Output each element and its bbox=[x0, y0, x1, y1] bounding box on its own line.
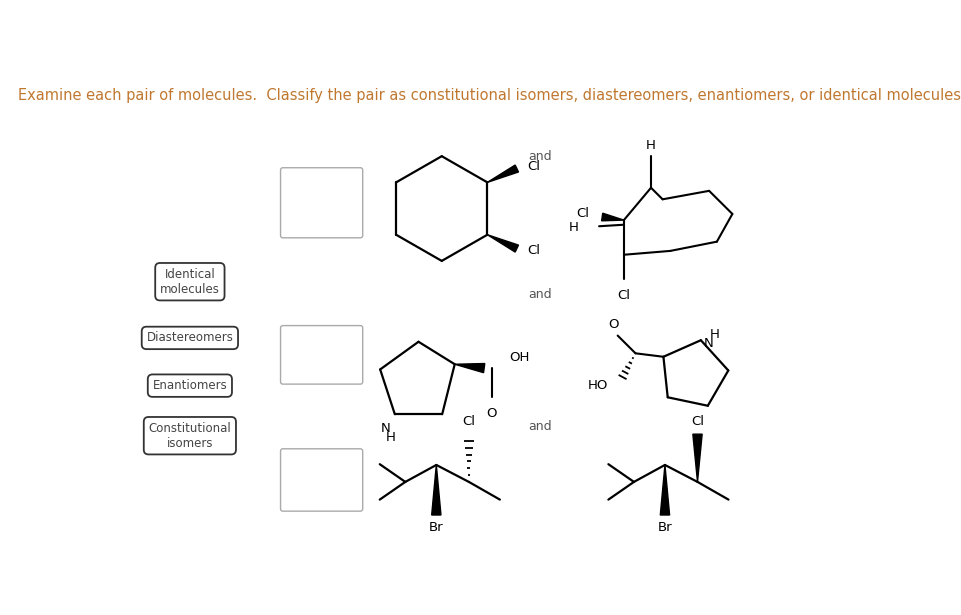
Text: Identical
molecules: Identical molecules bbox=[160, 268, 220, 296]
Text: HO: HO bbox=[588, 379, 608, 392]
Text: Cl: Cl bbox=[528, 161, 541, 173]
Polygon shape bbox=[487, 165, 519, 183]
Text: OH: OH bbox=[509, 351, 530, 364]
Text: H: H bbox=[710, 328, 720, 341]
Text: Enantiomers: Enantiomers bbox=[153, 379, 227, 392]
Text: Cl: Cl bbox=[576, 207, 589, 220]
FancyBboxPatch shape bbox=[281, 168, 362, 238]
Text: Cl: Cl bbox=[617, 290, 630, 303]
Text: Diastereomers: Diastereomers bbox=[146, 331, 234, 344]
Text: and: and bbox=[529, 150, 552, 163]
Text: H: H bbox=[569, 221, 579, 234]
Text: and: and bbox=[529, 287, 552, 301]
Text: O: O bbox=[608, 318, 619, 331]
Text: Br: Br bbox=[657, 521, 673, 534]
Polygon shape bbox=[693, 434, 702, 482]
Polygon shape bbox=[455, 363, 484, 373]
Text: N: N bbox=[704, 337, 714, 350]
Polygon shape bbox=[431, 465, 441, 515]
Text: and: and bbox=[529, 420, 552, 433]
FancyBboxPatch shape bbox=[281, 325, 362, 384]
FancyBboxPatch shape bbox=[281, 449, 362, 511]
Polygon shape bbox=[660, 465, 670, 515]
Text: H: H bbox=[646, 138, 656, 151]
Text: Cl: Cl bbox=[462, 415, 476, 428]
Text: Cl: Cl bbox=[691, 415, 704, 428]
Text: Cl: Cl bbox=[528, 244, 541, 256]
Text: Br: Br bbox=[429, 521, 444, 534]
Polygon shape bbox=[487, 235, 519, 252]
Text: H: H bbox=[386, 431, 396, 444]
Polygon shape bbox=[602, 213, 624, 221]
Text: O: O bbox=[486, 407, 497, 419]
Text: Examine each pair of molecules.  Classify the pair as constitutional isomers, di: Examine each pair of molecules. Classify… bbox=[18, 88, 961, 103]
Text: N: N bbox=[382, 422, 391, 435]
Text: Constitutional
isomers: Constitutional isomers bbox=[149, 422, 232, 450]
